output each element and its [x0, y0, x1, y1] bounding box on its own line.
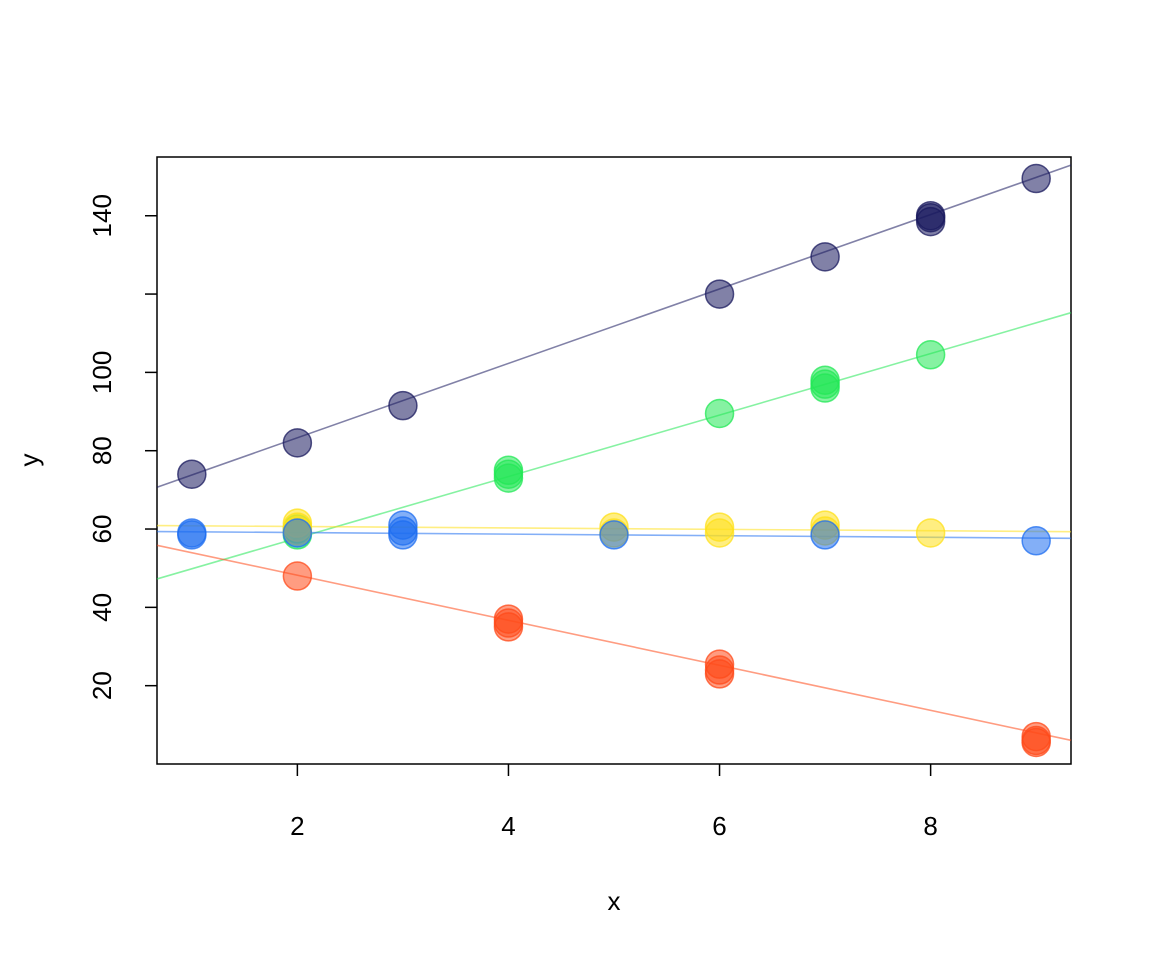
data-point-series-2: [915, 340, 946, 370]
data-point-series-4: [810, 520, 840, 550]
data-point-series-3: [915, 518, 946, 548]
y-tick-label: 60: [87, 515, 117, 544]
data-point-series-4: [388, 520, 418, 550]
data-points: [177, 163, 1051, 758]
y-tick-label: 140: [87, 194, 117, 237]
data-point-series-2: [493, 459, 524, 489]
y-tick-label: 40: [87, 593, 117, 622]
data-point-series-4: [599, 520, 629, 550]
data-point-series-5: [282, 561, 313, 591]
x-axis-label: x: [608, 886, 621, 916]
x-tick-label: 4: [501, 811, 515, 841]
data-point-series-5: [493, 608, 524, 638]
y-tick-label: 100: [87, 351, 117, 394]
data-point-series-1: [704, 279, 735, 309]
data-point-series-1: [810, 242, 840, 272]
y-tick-label: 80: [87, 436, 117, 465]
data-point-series-1: [388, 390, 418, 421]
data-point-series-1: [282, 428, 313, 458]
data-point-series-4: [282, 518, 313, 548]
y-tick-label: 20: [87, 671, 117, 700]
data-point-series-2: [704, 398, 735, 429]
data-point-series-5: [704, 655, 735, 685]
data-point-series-4: [1021, 526, 1051, 556]
data-point-series-1: [1021, 163, 1051, 194]
x-axis: 2 4 6 8: [290, 764, 938, 841]
data-point-series-2: [810, 369, 840, 399]
data-point-series-1: [177, 459, 207, 489]
x-tick-label: 8: [923, 811, 937, 841]
y-axis-label: y: [14, 454, 44, 467]
data-point-series-4: [177, 520, 207, 550]
data-point-series-1: [915, 202, 946, 233]
data-point-series-5: [1021, 727, 1051, 758]
plot-frame: [156, 156, 1072, 765]
x-tick-label: 6: [712, 811, 726, 841]
x-tick-label: 2: [290, 811, 304, 841]
data-point-series-3: [704, 518, 735, 548]
y-axis: 20 40 60 80 100 140: [87, 194, 157, 700]
